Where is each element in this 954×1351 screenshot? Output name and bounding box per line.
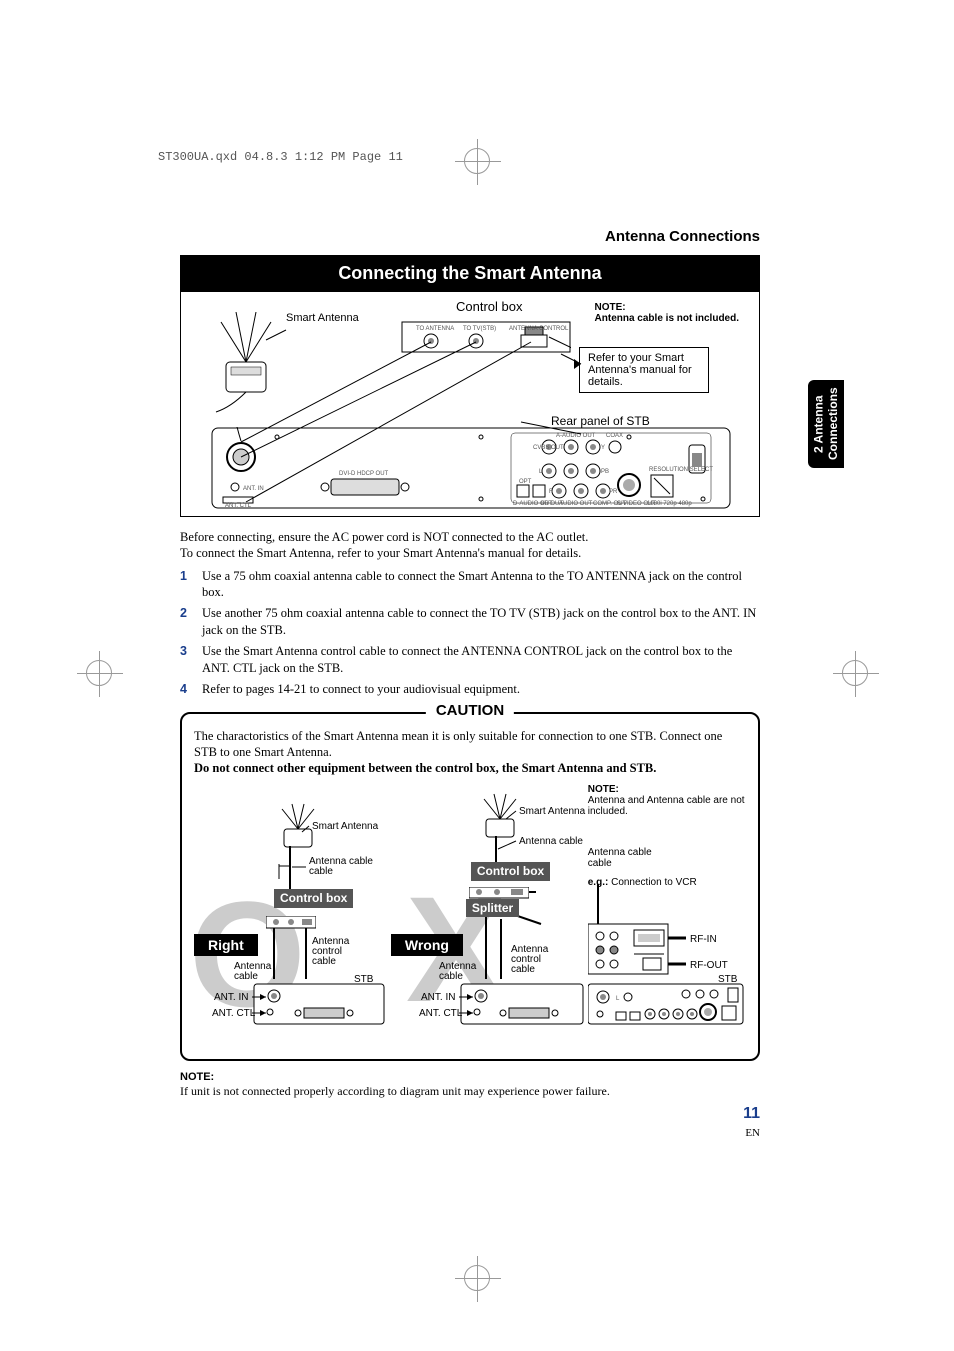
- right-panel: O Right Smart Antenna: [194, 784, 387, 1049]
- step-3: 3Use the Smart Antenna control cable to …: [180, 643, 760, 677]
- splitter-badge: Splitter: [466, 899, 519, 917]
- steps-list: 1Use a 75 ohm coaxial antenna cable to c…: [180, 568, 760, 698]
- control-box-small-icon: [469, 887, 529, 899]
- svg-text:cable: cable: [312, 956, 336, 967]
- step-2: 2Use another 75 ohm coaxial antenna cabl…: [180, 605, 760, 639]
- registration-mark: [464, 148, 490, 174]
- side-tab: 2 Antenna Connections: [808, 380, 844, 468]
- step-num: 1: [180, 568, 202, 602]
- control-box-small-icon: [266, 916, 316, 930]
- control-box-text: Control box: [477, 864, 544, 878]
- step-text: Refer to pages 14-21 to connect to your …: [202, 681, 760, 698]
- print-header: ST300UA.qxd 04.8.3 1:12 PM Page 11: [158, 150, 403, 164]
- intro-text: Before connecting, ensure the AC power c…: [180, 529, 760, 562]
- intro-line2: To connect the Smart Antenna, refer to y…: [180, 546, 581, 560]
- page-lang: EN: [745, 1127, 760, 1139]
- caution-lead-1: The charactoristics of the Smart Antenna…: [194, 729, 722, 759]
- svg-text:ANT. CTL: ANT. CTL: [212, 1008, 256, 1019]
- svg-text:Smart Antenna: Smart Antenna: [519, 806, 586, 817]
- registration-mark: [464, 1265, 490, 1291]
- caution-title: CAUTION: [426, 702, 514, 719]
- svg-text:cable: cable: [234, 971, 258, 982]
- step-num: 4: [180, 681, 202, 698]
- control-box-badge: Control box: [274, 889, 353, 907]
- caution-box: CAUTION The charactoristics of the Smart…: [180, 712, 760, 1062]
- step-1: 1Use a 75 ohm coaxial antenna cable to c…: [180, 568, 760, 602]
- note-text: Antenna and Antenna cable are not includ…: [588, 795, 745, 817]
- ant-cable-label: Antenna cablecable: [588, 847, 746, 869]
- svg-text:STB: STB: [718, 974, 738, 985]
- svg-text:RF-OUT: RF-OUT: [690, 960, 728, 971]
- caution-lead: The charactoristics of the Smart Antenna…: [194, 728, 746, 777]
- registration-mark: [86, 660, 112, 686]
- svg-text:cable: cable: [439, 971, 463, 982]
- section-label: Antenna Connections: [180, 228, 760, 245]
- svg-text:Smart Antenna: Smart Antenna: [312, 821, 379, 832]
- svg-text:ANT. IN: ANT. IN: [214, 992, 248, 1003]
- svg-text:STB: STB: [354, 974, 374, 985]
- callout-lines: [181, 292, 761, 517]
- svg-text:Antenna cable: Antenna cable: [519, 836, 583, 847]
- step-num: 2: [180, 605, 202, 639]
- note-block: NOTE: Antenna and Antenna cable are not …: [588, 784, 746, 817]
- main-diagram: Smart Antenna Control box NOTE: Antenna …: [180, 292, 760, 517]
- right-wrong-row: O Right Smart Antenna: [194, 784, 746, 1049]
- step-text: Use a 75 ohm coaxial antenna cable to co…: [202, 568, 760, 602]
- title-bar: Connecting the Smart Antenna: [180, 255, 760, 292]
- caution-lead-2: Do not connect other equipment between t…: [194, 761, 656, 775]
- step-num: 3: [180, 643, 202, 677]
- vcr-diagram: RF-IN RF-OUT STB: [588, 884, 748, 1034]
- svg-text:RF-IN: RF-IN: [690, 934, 717, 945]
- step-4: 4Refer to pages 14-21 to connect to your…: [180, 681, 760, 698]
- wrong-panel: X Wrong Smart Antenna Antenna cable: [391, 784, 584, 1049]
- svg-text:ANT. CTL: ANT. CTL: [419, 1008, 463, 1019]
- svg-text:cable: cable: [309, 866, 333, 877]
- footer-note: NOTE: If unit is not connected properly …: [180, 1069, 760, 1099]
- page-number-block: 11 EN: [180, 1105, 760, 1141]
- svg-text:ANT. IN: ANT. IN: [421, 992, 455, 1003]
- footer-note-text: If unit is not connected properly accord…: [180, 1084, 610, 1098]
- control-box-badge: Control box: [471, 862, 550, 880]
- page-number: 11: [743, 1105, 760, 1122]
- note-label: NOTE:: [588, 784, 619, 795]
- intro-line1: Before connecting, ensure the AC power c…: [180, 530, 588, 544]
- note-panel: NOTE: Antenna and Antenna cable are not …: [588, 784, 746, 1049]
- footer-note-label: NOTE:: [180, 1071, 214, 1083]
- registration-mark: [842, 660, 868, 686]
- page-content: Antenna Connections Connecting the Smart…: [180, 228, 760, 1141]
- step-text: Use the Smart Antenna control cable to c…: [202, 643, 760, 677]
- control-box-text: Control box: [280, 891, 347, 905]
- svg-text:cable: cable: [511, 964, 535, 975]
- step-text: Use another 75 ohm coaxial antenna cable…: [202, 605, 760, 639]
